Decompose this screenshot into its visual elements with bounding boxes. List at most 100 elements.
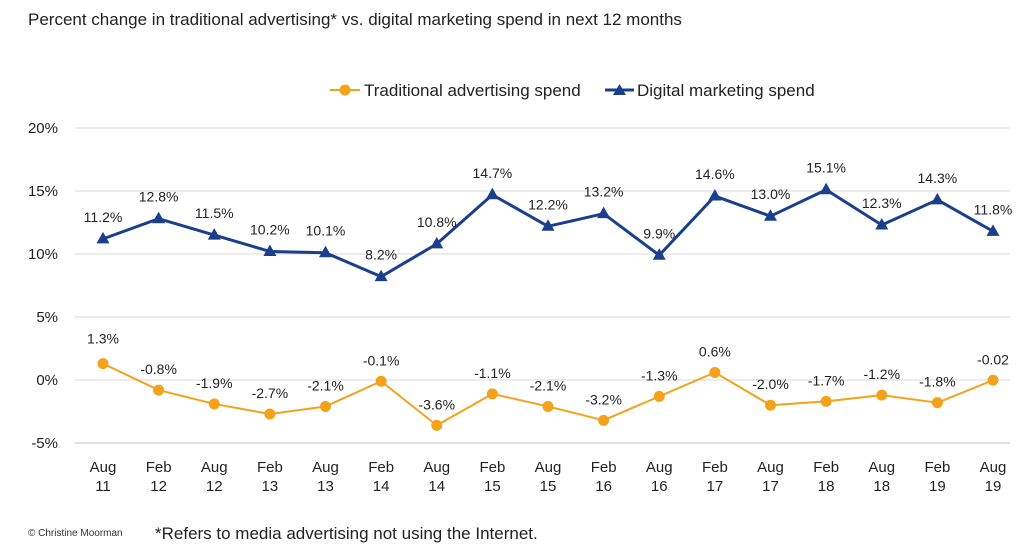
- y-tick-label: 5%: [36, 309, 58, 326]
- x-tick-label: 18: [818, 478, 835, 495]
- data-point-traditional: [820, 395, 832, 407]
- x-tick-label: Aug: [312, 459, 339, 476]
- x-tick-label: 16: [595, 478, 612, 495]
- data-label-digital: 15.1%: [806, 160, 846, 176]
- data-label-traditional: -1.1%: [474, 365, 511, 381]
- data-label-digital: 8.2%: [365, 247, 397, 263]
- series-layer: 1.3% -0.8% -1.9% -2.7% -2.1% -0.1% -3.6% -1.1% -…: [84, 160, 1013, 431]
- data-point-digital: [652, 248, 666, 260]
- data-point-traditional: [765, 399, 776, 411]
- data-label-traditional: -2.1%: [307, 377, 344, 393]
- x-tick-label: Feb: [813, 459, 839, 476]
- x-tick-label: 15: [540, 478, 557, 495]
- data-point-digital: [930, 192, 944, 205]
- data-label-traditional: -0.02: [977, 351, 1009, 367]
- x-tick-label: Aug: [535, 459, 562, 476]
- data-point-digital: [708, 189, 722, 201]
- data-point-digital: [207, 228, 221, 240]
- data-label-digital: 12.8%: [139, 189, 179, 205]
- data-point-traditional: [653, 390, 665, 402]
- data-label-traditional: -0.8%: [140, 361, 177, 377]
- data-label-traditional: 0.6%: [699, 343, 731, 359]
- x-tick-label: Feb: [702, 459, 728, 476]
- x-tick-label: 16: [651, 478, 668, 495]
- x-tick-label: Aug: [868, 459, 895, 476]
- gridlines: [75, 127, 1010, 444]
- data-point-traditional: [876, 389, 888, 401]
- data-point-digital: [597, 206, 611, 219]
- legend-marker-traditional: [339, 84, 351, 96]
- data-label-digital: 14.3%: [918, 170, 958, 186]
- data-point-traditional: [709, 366, 721, 378]
- data-point-traditional: [598, 414, 610, 426]
- data-point-digital: [875, 218, 889, 230]
- x-tick-label: Feb: [924, 459, 950, 476]
- x-tick-label: Feb: [368, 459, 394, 476]
- x-tick-label: 14: [373, 478, 390, 495]
- y-tick-label: -5%: [31, 435, 58, 452]
- data-label-traditional: -2.1%: [530, 377, 567, 393]
- y-tick-label: 15%: [28, 183, 58, 200]
- data-point-digital: [319, 245, 332, 258]
- data-point-digital: [819, 182, 833, 195]
- y-axis-tick-labels: 20% 15% 10% 5% 0% -5%: [28, 120, 58, 452]
- x-tick-label: 19: [929, 478, 946, 495]
- x-axis-tick-labels: Aug 11 Feb 12 Aug 12 Feb 13 Aug 13 Feb 14 Aug 14 Feb 15…: [90, 459, 1007, 495]
- data-label-digital: 12.2%: [528, 196, 568, 212]
- legend-label-traditional: Traditional advertising spend: [364, 81, 581, 100]
- y-tick-label: 20%: [28, 120, 58, 137]
- x-tick-label: 13: [262, 478, 279, 495]
- copyright-notice: © Christine Moorman: [28, 528, 123, 539]
- data-label-traditional: -1.2%: [863, 366, 900, 382]
- data-point-digital: [152, 211, 166, 224]
- data-point-traditional: [208, 398, 220, 410]
- x-tick-label: 19: [985, 478, 1002, 495]
- x-tick-label: 18: [873, 478, 890, 495]
- data-label-digital: 10.1%: [306, 223, 346, 239]
- y-tick-label: 10%: [28, 246, 58, 263]
- data-label-traditional: -1.3%: [641, 367, 678, 383]
- data-point-traditional: [486, 388, 498, 400]
- x-tick-label: 11: [95, 478, 111, 495]
- data-point-traditional: [97, 358, 109, 370]
- data-label-digital: 13.2%: [584, 184, 624, 200]
- x-tick-label: 12: [150, 478, 167, 495]
- legend-marker-digital: [613, 84, 626, 95]
- x-tick-label: Feb: [591, 459, 617, 476]
- data-label-digital: 11.8%: [974, 201, 1013, 217]
- data-label-traditional: -1.8%: [919, 374, 956, 390]
- data-point-digital: [541, 219, 555, 231]
- x-tick-label: 13: [317, 478, 334, 495]
- data-label-traditional: -2.7%: [252, 385, 289, 401]
- data-label-traditional: -3.6%: [418, 396, 455, 412]
- data-label-digital: 10.8%: [417, 214, 457, 230]
- data-label-digital: 11.5%: [195, 205, 234, 221]
- legend-item-traditional: Traditional advertising spend: [330, 81, 581, 100]
- data-label-traditional: -3.2%: [585, 391, 622, 407]
- legend: Traditional advertising spend Digital ma…: [330, 81, 815, 100]
- data-label-digital: 14.6%: [695, 166, 735, 182]
- data-point-traditional: [931, 397, 943, 409]
- data-point-traditional: [320, 400, 331, 412]
- data-label-traditional: -0.1%: [363, 352, 400, 368]
- data-point-digital: [764, 209, 777, 221]
- x-tick-label: 15: [484, 478, 501, 495]
- data-point-digital: [96, 231, 110, 244]
- x-tick-label: 14: [428, 478, 445, 495]
- x-tick-label: Aug: [90, 459, 117, 476]
- data-label-traditional: -1.7%: [808, 372, 845, 388]
- data-point-digital: [485, 187, 499, 200]
- data-point-traditional: [431, 419, 443, 431]
- data-point-digital: [986, 224, 1000, 236]
- data-label-traditional: 1.3%: [87, 331, 119, 347]
- x-tick-label: 12: [206, 478, 223, 495]
- x-tick-label: Aug: [423, 459, 450, 476]
- x-tick-label: Aug: [646, 459, 673, 476]
- data-point-traditional: [375, 375, 387, 387]
- chart-title: Percent change in traditional advertisin…: [28, 10, 682, 29]
- data-label-traditional: -2.0%: [752, 376, 789, 392]
- data-point-traditional: [153, 384, 165, 396]
- data-label-digital: 14.7%: [473, 165, 513, 181]
- y-tick-label: 0%: [36, 372, 58, 389]
- data-point-traditional: [264, 408, 276, 420]
